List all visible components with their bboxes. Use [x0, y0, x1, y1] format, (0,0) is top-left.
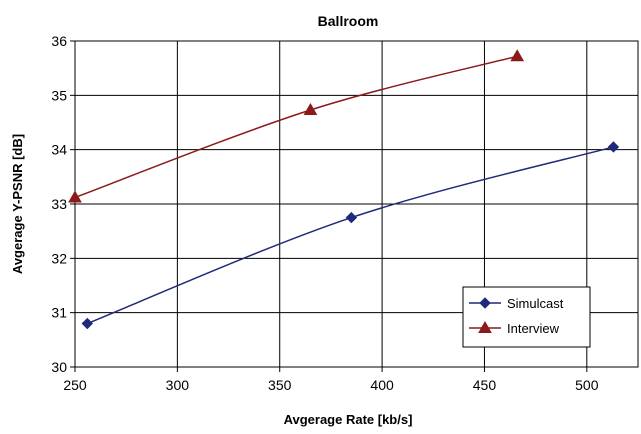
- y-tick-label: 36: [51, 33, 67, 49]
- y-axis-ticks: 30 31 32 33 34 35 36: [51, 33, 75, 375]
- data-point-interview: [510, 49, 525, 62]
- legend: Simulcast Interview: [462, 286, 591, 348]
- x-axis-label: Avgerage Rate [kb/s]: [284, 412, 413, 427]
- y-tick-label: 35: [51, 87, 67, 103]
- data-point-interview: [303, 102, 318, 116]
- series-interview: [68, 49, 525, 203]
- x-tick-label: 400: [370, 377, 394, 393]
- data-point-interview: [68, 190, 82, 203]
- y-axis-label: Avgerage Y-PSNR [dB]: [10, 134, 25, 274]
- legend-marker-interview: [478, 320, 492, 333]
- x-axis-ticks: 250 300 350 400 450 500: [63, 367, 599, 393]
- y-tick-label: 34: [51, 142, 67, 158]
- y-tick-label: 33: [51, 196, 67, 212]
- data-point-simulcast: [81, 317, 93, 330]
- data-point-simulcast: [607, 141, 620, 153]
- legend-box: [462, 286, 591, 348]
- legend-label-simulcast: Simulcast: [507, 296, 564, 311]
- legend-marker-simulcast: [479, 297, 491, 309]
- series: [68, 49, 620, 330]
- chart-title: Ballroom: [318, 13, 379, 29]
- x-tick-label: 300: [166, 377, 190, 393]
- legend-label-interview: Interview: [507, 321, 560, 336]
- y-tick-label: 31: [51, 305, 67, 321]
- series-line-interview: [74, 55, 518, 199]
- x-tick-label: 450: [473, 377, 497, 393]
- y-tick-label: 32: [51, 250, 67, 266]
- y-tick-label: 30: [51, 359, 67, 375]
- x-tick-label: 250: [63, 377, 87, 393]
- x-tick-label: 350: [268, 377, 292, 393]
- data-point-simulcast: [345, 211, 358, 224]
- x-tick-label: 500: [575, 377, 599, 393]
- series-simulcast: [81, 141, 620, 330]
